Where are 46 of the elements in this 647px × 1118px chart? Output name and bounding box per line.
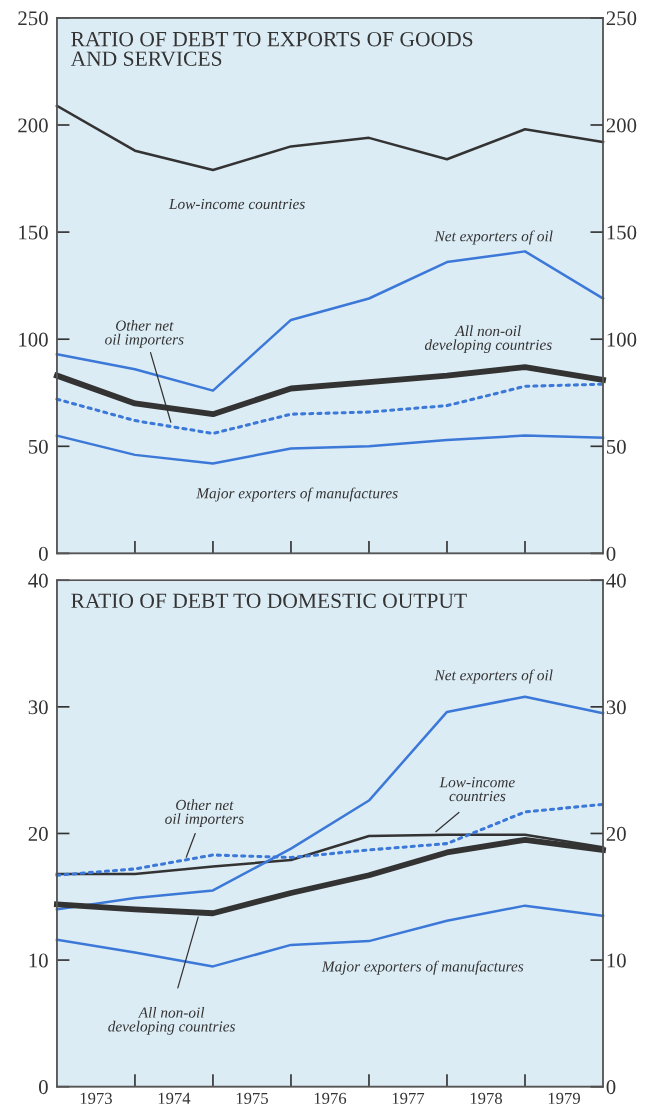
x-tick-label: 1976 [314, 1092, 347, 1104]
y2-tick-label: 30 [606, 700, 626, 715]
y-tick-label: 200 [18, 118, 48, 133]
series-label: Net exporters of oil [434, 669, 553, 684]
y2-tick-label: 20 [606, 826, 626, 841]
series-label: Major exporters of manufactures [321, 960, 524, 975]
series-label: Other net oil importers [165, 799, 244, 828]
y-tick-label: 40 [28, 573, 48, 588]
text: All non-oil developing countries [108, 1007, 235, 1035]
y-tick-label: 150 [19, 225, 48, 240]
y2-tick-label: 0 [606, 1080, 616, 1095]
x-tick-label: 1977 [392, 1092, 425, 1104]
y2-tick-label: 50 [606, 439, 626, 454]
line-series [55, 104, 605, 172]
x-tick-label: 1974 [158, 1092, 191, 1104]
y-tick-label: 100 [19, 332, 48, 347]
series-label: Net exporters of oil [434, 230, 553, 245]
y2-tick-label: 100 [607, 332, 637, 347]
y-tick-label: 50 [28, 439, 48, 454]
y2-tick-label: 40 [606, 573, 626, 588]
y2-tick-label: 250 [606, 11, 637, 26]
y2-tick-label: 200 [606, 118, 637, 133]
y-tick-label: 30 [28, 700, 48, 715]
text: Low-income countries [439, 777, 515, 802]
x-tick-label: 1979 [548, 1092, 580, 1104]
line-series [55, 695, 605, 911]
y-tick-label: 0 [38, 1080, 48, 1095]
text: RATIO OF DEBT TO EXPORTS OF GOODS AND SERVICES [70, 31, 473, 67]
line-series [55, 382, 605, 435]
chart-title: RATIO OF DEBT TO DOMESTIC OUTPUT [71, 593, 467, 609]
line-series [55, 434, 605, 465]
y-tick-label: 0 [38, 546, 48, 561]
x-tick-label: 1973 [80, 1092, 112, 1104]
text: Low-income countries [168, 198, 305, 210]
x-tick-label: 1975 [236, 1092, 268, 1104]
y-tick-label: 20 [28, 826, 48, 841]
y-tick-label: 10 [29, 953, 48, 968]
y2-tick-label: 0 [606, 546, 616, 561]
text: Other net oil importers [105, 319, 184, 348]
y2-tick-label: 150 [607, 225, 637, 240]
y2-tick-label: 10 [607, 953, 626, 968]
y-tick-label: 250 [18, 11, 48, 26]
series-label: All non-oil developing countries [424, 325, 552, 354]
line-series [55, 250, 605, 392]
series-label: Major exporters of manufactures [196, 487, 398, 502]
x-tick-label: 1978 [470, 1092, 503, 1104]
